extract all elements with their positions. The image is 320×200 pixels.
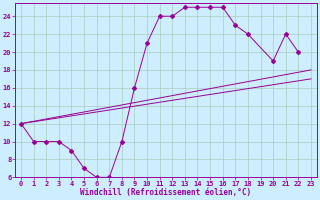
- X-axis label: Windchill (Refroidissement éolien,°C): Windchill (Refroidissement éolien,°C): [80, 188, 252, 197]
